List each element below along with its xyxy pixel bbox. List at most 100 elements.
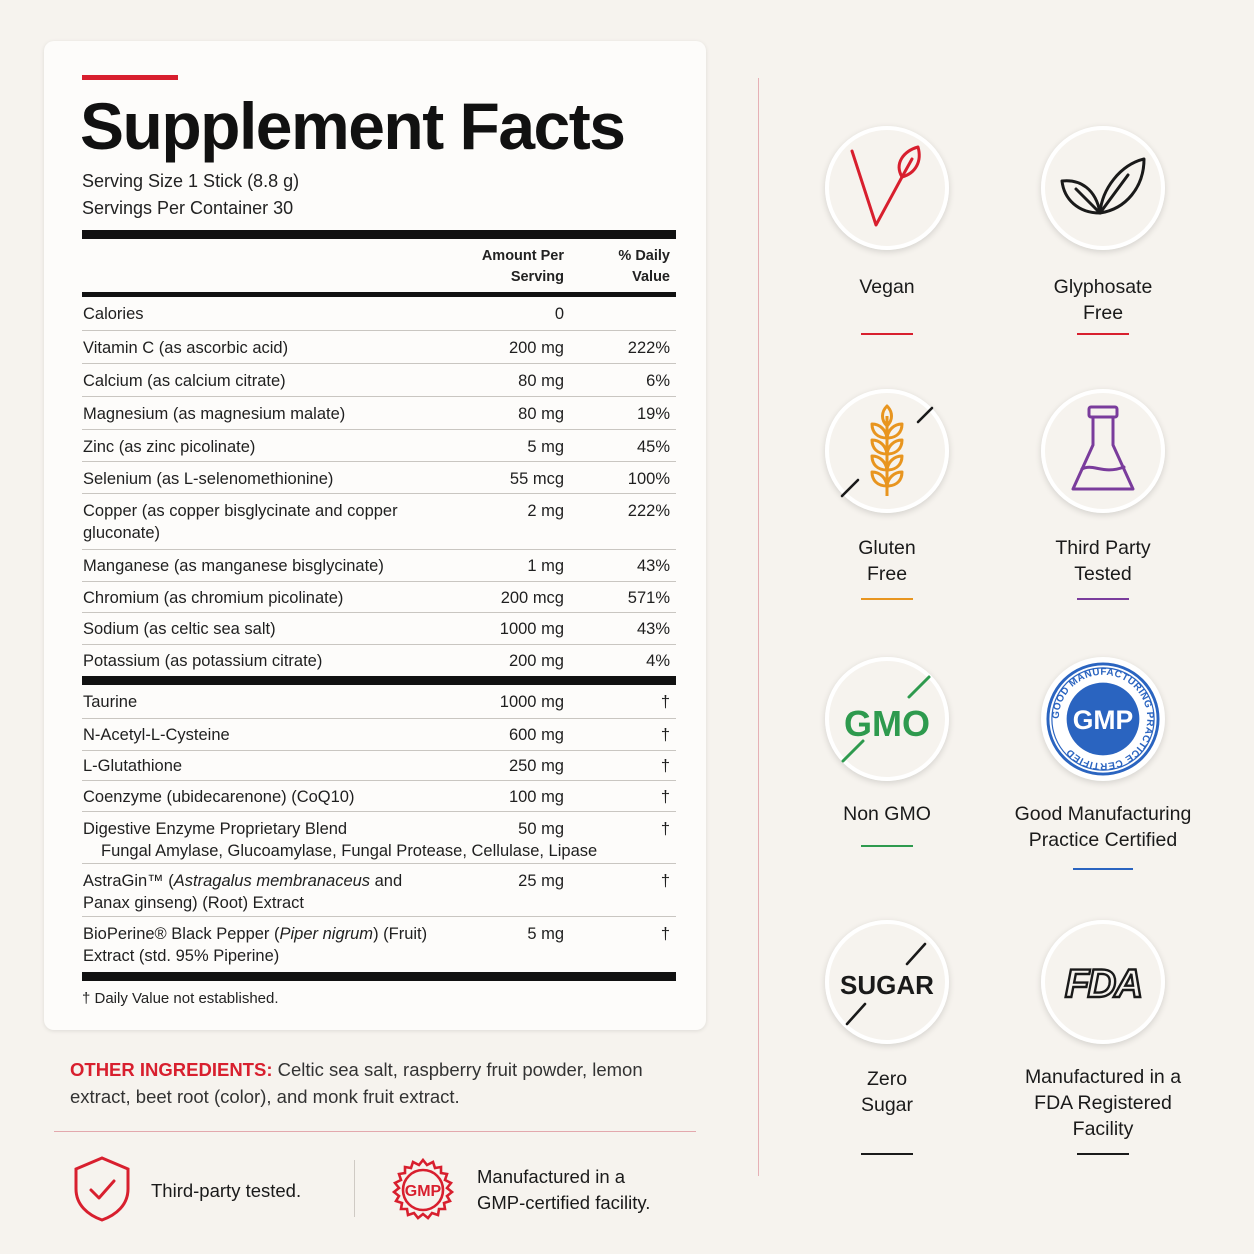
gmp-seal-icon: GOOD MANUFACTURING PRACTICE CERTIFIED GM… xyxy=(1046,662,1160,776)
nutrient-row: Calories 0 xyxy=(82,297,676,330)
nutrient-amount: 200 mcg xyxy=(500,589,564,607)
nutrient-name: Manganese (as manganese bisglycinate) xyxy=(83,557,384,575)
gmp-certified-badge: GOOD MANUFACTURING PRACTICE CERTIFIED GM… xyxy=(1041,657,1165,781)
other-nutrient-amount: 600 mg xyxy=(508,726,564,744)
svg-text:GMP: GMP xyxy=(405,1183,442,1200)
other-nutrient-daily-value: † xyxy=(660,726,670,744)
other-nutrient-row: AstraGin™ (Astragalus membranaceus and P… xyxy=(82,863,676,916)
other-nutrient-name: AstraGin™ (Astragalus membranaceus and P… xyxy=(83,870,428,914)
nutrient-row: Copper (as copper bisglycinate and coppe… xyxy=(82,493,676,549)
fda-registered-badge: FDA xyxy=(1041,920,1165,1044)
glyphosate-free-underline xyxy=(1077,333,1129,335)
vegan-badge xyxy=(825,126,949,250)
other-nutrient-daily-value: † xyxy=(660,788,670,806)
other-nutrient-subname: Fungal Amylase, Glucoamylase, Fungal Pro… xyxy=(101,842,598,860)
other-nutrient-name: L-Glutathione xyxy=(83,757,183,775)
nutrient-daily-value: 222% xyxy=(627,502,670,520)
other-nutrient-name-part: ) (Fruit) Extract (std. 95% Piperine) xyxy=(83,925,428,965)
other-nutrient-name: Taurine xyxy=(83,693,138,711)
nutrient-amount: 200 mg xyxy=(508,652,564,670)
nutrient-daily-value: 6% xyxy=(646,372,670,390)
other-nutrient-row: N-Acetyl-L-Cysteine 600 mg † xyxy=(82,718,676,750)
nutrient-row: Chromium (as chromium picolinate) 200 mcg… xyxy=(82,581,676,612)
nutrient-amount: 1 mg xyxy=(527,557,564,575)
sugar-icon: SUGAR xyxy=(840,942,934,1026)
divider-vertical-bottom xyxy=(354,1160,355,1217)
third-party-tested-badge xyxy=(1041,389,1165,513)
nutrient-daily-value: 222% xyxy=(627,339,670,357)
nutrient-name: Selenium (as L-selenomethionine) xyxy=(83,470,334,488)
nutrient-name: Vitamin C (as ascorbic acid) xyxy=(83,339,289,357)
wheat-icon xyxy=(840,404,934,498)
flask-icon xyxy=(1071,405,1135,491)
fda-registered-label: Manufactured in a FDA Registered Facility xyxy=(1024,1066,1182,1140)
svg-text:GMP: GMP xyxy=(1073,705,1133,735)
other-nutrient-daily-value: † xyxy=(660,693,670,711)
other-nutrient-name: BioPerine® Black Pepper (Piper nigrum) (… xyxy=(83,923,428,967)
supplement-facts-card xyxy=(44,41,706,1030)
thick-rule-middle xyxy=(82,676,676,685)
vegan-icon xyxy=(850,145,921,227)
nutrient-name: Zinc (as zinc picolinate) xyxy=(83,438,256,456)
other-nutrient-amount: 1000 mg xyxy=(499,693,564,711)
gmp-certified-label: Good Manufacturing Practice Certified xyxy=(1014,803,1192,851)
daily-value-footnote: † Daily Value not established. xyxy=(82,990,279,1007)
nutrient-daily-value: 571% xyxy=(627,589,670,607)
third-party-tested-text: Third-party tested. xyxy=(151,1180,302,1201)
nutrient-row: Manganese (as manganese bisglycinate) 1 m… xyxy=(82,549,676,581)
nutrient-amount: 2 mg xyxy=(527,502,564,520)
third-party-tested-underline xyxy=(1077,598,1129,600)
thick-rule-header xyxy=(82,292,676,297)
svg-text:SUGAR: SUGAR xyxy=(840,970,934,1000)
zero-sugar-underline xyxy=(861,1153,913,1155)
nutrient-name: Magnesium (as magnesium malate) xyxy=(83,405,346,423)
non-gmo-badge: GMO xyxy=(825,657,949,781)
nutrient-name: Chromium (as chromium picolinate) xyxy=(83,589,344,607)
nutrient-daily-value: 45% xyxy=(636,438,670,456)
other-nutrient-row: Digestive Enzyme Proprietary Blend Fungal… xyxy=(82,811,676,863)
zero-sugar-badge: SUGAR xyxy=(825,920,949,1044)
nutrient-amount: 55 mcg xyxy=(509,470,564,488)
other-nutrient-amount: 100 mg xyxy=(508,788,564,806)
gluten-free-underline xyxy=(861,598,913,600)
nutrient-amount: 200 mg xyxy=(508,339,564,357)
gmo-icon: GMO xyxy=(841,675,931,763)
other-nutrient-name-part: BioPerine® Black Pepper ( xyxy=(83,925,280,943)
other-ingredients-label: OTHER INGREDIENTS: xyxy=(70,1059,273,1080)
nutrient-row: Potassium (as potassium citrate) 200 mg 4% xyxy=(82,644,676,676)
other-nutrient-amount: 5 mg xyxy=(527,925,564,943)
gluten-free-label: Gluten Free xyxy=(858,537,916,585)
other-nutrient-name: Digestive Enzyme Proprietary Blend xyxy=(83,820,348,838)
nutrient-row: Zinc (as zinc picolinate) 5 mg 45% xyxy=(82,429,676,462)
other-nutrient-daily-value: † xyxy=(660,757,670,775)
other-nutrient-row: L-Glutathione 250 mg † xyxy=(82,750,676,780)
other-nutrient-daily-value: † xyxy=(660,872,670,890)
other-nutrient-row: Coenzyme (ubidecarenone) (CoQ10) 100 mg † xyxy=(82,780,676,811)
other-nutrient-name-part: Piper nigrum xyxy=(279,925,374,943)
nutrient-amount: 0 xyxy=(554,305,564,323)
thick-rule-top xyxy=(82,230,676,239)
vegan-underline xyxy=(861,333,913,335)
gmp-certified-underline xyxy=(1073,868,1133,870)
nutrient-row: Sodium (as celtic sea salt) 1000 mg 43% xyxy=(82,612,676,644)
vegan-label: Vegan xyxy=(859,276,915,298)
zero-sugar-label: Zero Sugar xyxy=(860,1068,914,1116)
nutrient-daily-value: 19% xyxy=(636,405,670,423)
title-accent-bar xyxy=(82,75,178,80)
serving-size: Serving Size 1 Stick (8.8 g) xyxy=(82,171,300,191)
nutrient-daily-value: 43% xyxy=(636,557,670,575)
other-ingredients-text: Celtic sea salt, raspberry fruit powder,… xyxy=(70,1059,643,1107)
nutrient-daily-value: 100% xyxy=(627,470,670,488)
divider-vertical xyxy=(758,78,759,1176)
daily-value-header: % Daily Value xyxy=(618,248,670,285)
page-title: Supplement Facts xyxy=(80,89,626,163)
other-nutrient-amount: 25 mg xyxy=(518,872,564,890)
other-nutrient-name-part: AstraGin™ ( xyxy=(83,872,174,890)
nutrient-amount: 1000 mg xyxy=(499,620,564,638)
nutrient-amount: 80 mg xyxy=(518,405,564,423)
nutrient-name: Sodium (as celtic sea salt) xyxy=(83,620,276,638)
nutrient-row: Vitamin C (as ascorbic acid) 200 mg 222% xyxy=(82,330,676,363)
nutrient-amount: 80 mg xyxy=(518,372,564,390)
nutrient-row: Selenium (as L-selenomethionine) 55 mcg 10… xyxy=(82,461,676,494)
other-nutrient-row: BioPerine® Black Pepper (Piper nigrum) (… xyxy=(82,916,676,972)
